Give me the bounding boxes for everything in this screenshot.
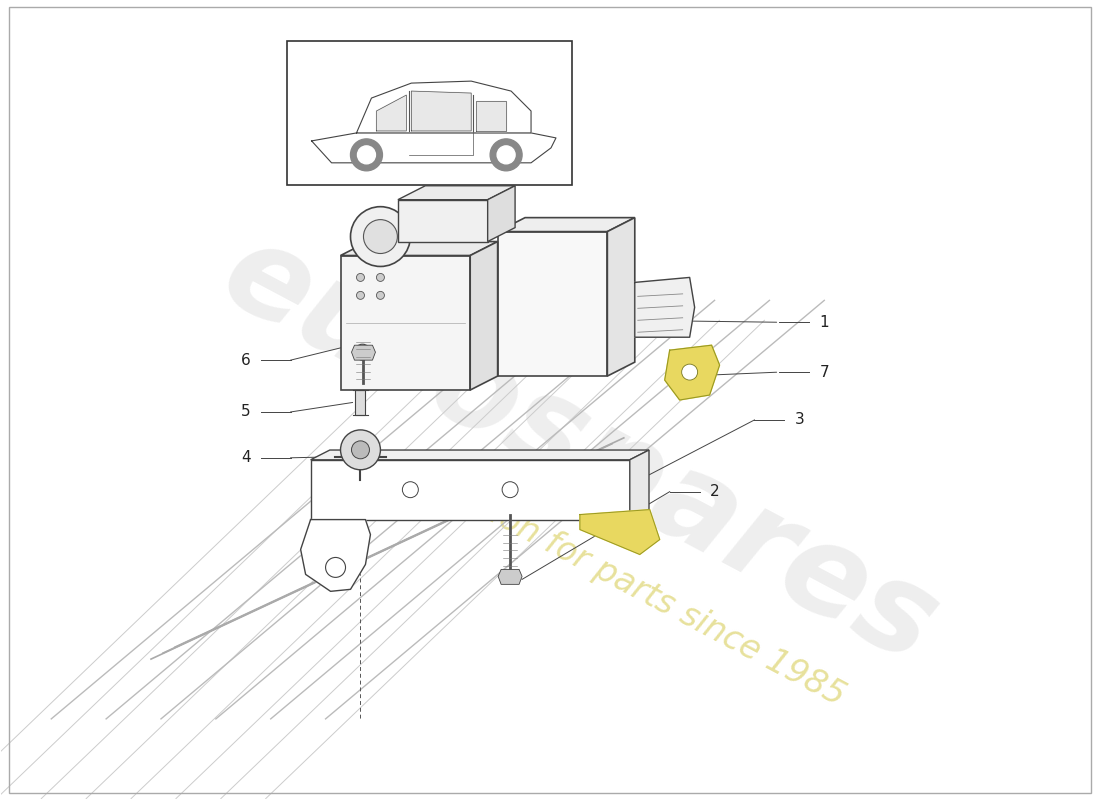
Circle shape: [359, 348, 366, 356]
Polygon shape: [607, 218, 635, 376]
Polygon shape: [487, 186, 515, 242]
Circle shape: [356, 291, 364, 299]
Polygon shape: [470, 242, 497, 390]
Polygon shape: [498, 570, 522, 584]
Polygon shape: [356, 81, 531, 133]
Polygon shape: [341, 255, 470, 390]
Polygon shape: [580, 510, 660, 554]
Circle shape: [351, 139, 383, 170]
Circle shape: [497, 146, 515, 164]
Bar: [287, 42, 572, 185]
Circle shape: [352, 441, 370, 458]
Text: 3: 3: [794, 413, 804, 427]
Bar: [355, 390, 365, 415]
Text: 6: 6: [241, 353, 251, 368]
Polygon shape: [398, 200, 487, 242]
Polygon shape: [476, 101, 506, 131]
Circle shape: [358, 146, 375, 164]
Circle shape: [376, 291, 384, 299]
Polygon shape: [411, 91, 471, 131]
Text: 5: 5: [241, 405, 251, 419]
Circle shape: [682, 364, 697, 380]
Polygon shape: [341, 242, 497, 255]
Polygon shape: [398, 186, 515, 200]
Circle shape: [491, 139, 522, 170]
Polygon shape: [497, 231, 607, 376]
Circle shape: [326, 558, 345, 578]
Polygon shape: [310, 450, 649, 460]
Polygon shape: [376, 95, 406, 131]
Polygon shape: [497, 218, 635, 231]
Polygon shape: [630, 450, 649, 519]
Text: 4: 4: [241, 450, 251, 466]
Polygon shape: [352, 345, 375, 360]
Polygon shape: [310, 460, 630, 519]
Circle shape: [341, 430, 381, 470]
Polygon shape: [300, 519, 371, 591]
Circle shape: [363, 220, 397, 254]
Polygon shape: [664, 345, 719, 400]
Text: a passion for parts since 1985: a passion for parts since 1985: [389, 446, 850, 712]
Text: 1: 1: [820, 314, 829, 330]
Circle shape: [351, 206, 410, 266]
Polygon shape: [635, 278, 694, 338]
Circle shape: [356, 274, 364, 282]
Polygon shape: [311, 133, 556, 163]
Circle shape: [403, 482, 418, 498]
Circle shape: [354, 344, 371, 360]
Text: eurospares: eurospares: [202, 211, 957, 689]
Circle shape: [376, 274, 384, 282]
Circle shape: [502, 482, 518, 498]
Text: 7: 7: [820, 365, 829, 379]
Text: 2: 2: [710, 484, 719, 499]
